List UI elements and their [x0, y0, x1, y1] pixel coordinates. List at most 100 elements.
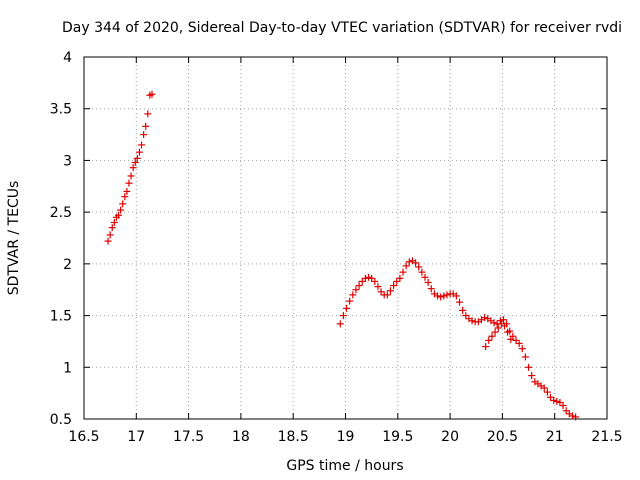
- x-tick-label: 18.5: [278, 429, 309, 445]
- data-point: [131, 158, 139, 166]
- data-point: [468, 317, 476, 325]
- x-tick-label: 16.5: [68, 429, 99, 445]
- data-point: [412, 259, 420, 267]
- data-point: [117, 206, 125, 214]
- data-point: [456, 298, 464, 306]
- data-point: [494, 324, 502, 332]
- data-point: [437, 293, 445, 301]
- x-tick-label: 20: [441, 429, 459, 445]
- y-tick-label: 1.5: [50, 309, 72, 325]
- y-tick-label: 4: [63, 50, 72, 66]
- data-point: [365, 273, 373, 281]
- data-point: [104, 237, 112, 245]
- data-point: [499, 316, 507, 324]
- data-point: [553, 397, 561, 405]
- chart-title: Day 344 of 2020, Sidereal Day-to-day VTE…: [62, 20, 622, 36]
- data-point: [383, 291, 391, 299]
- data-point: [371, 277, 379, 285]
- data-point: [352, 286, 360, 294]
- data-point: [123, 187, 131, 195]
- data-point: [144, 110, 152, 118]
- axis-ticks: 16.5 17 17.5 18 18.5 19 19.5 20 20.5 21 21.5 0.5 1 1.…: [50, 50, 623, 445]
- data-point: [481, 314, 489, 322]
- data-point: [507, 335, 515, 343]
- data-point: [518, 345, 526, 353]
- data-point: [148, 90, 156, 98]
- data-point: [421, 273, 429, 281]
- x-tick-label: 17: [127, 429, 145, 445]
- data-point: [129, 164, 137, 172]
- data-point: [462, 312, 470, 320]
- data-point: [339, 312, 347, 320]
- data-point: [521, 353, 529, 361]
- data-point: [540, 384, 548, 392]
- data-point: [568, 412, 576, 420]
- data-point: [525, 363, 533, 371]
- x-tick-label: 19: [337, 429, 355, 445]
- data-point: [500, 322, 508, 330]
- data-point: [355, 282, 363, 290]
- data-point: [361, 274, 369, 282]
- data-point: [424, 278, 432, 286]
- data-point: [346, 297, 354, 305]
- data-point: [547, 393, 555, 401]
- data-point: [559, 402, 567, 410]
- data-point: [418, 268, 426, 276]
- y-tick-label: 3: [63, 153, 72, 169]
- data-point: [393, 277, 401, 285]
- data-point: [443, 291, 451, 299]
- data-point: [459, 306, 467, 314]
- data-point: [125, 179, 133, 187]
- data-point: [368, 274, 376, 282]
- data-point: [482, 343, 490, 351]
- data-point: [106, 231, 114, 239]
- data-point: [562, 407, 570, 415]
- data-point: [434, 292, 442, 300]
- data-point: [491, 328, 499, 336]
- data-point: [374, 283, 382, 291]
- data-point: [115, 211, 123, 219]
- data-point: [110, 218, 118, 226]
- y-tick-label: 1: [63, 360, 72, 376]
- data-point: [415, 263, 423, 271]
- data-point: [140, 131, 148, 139]
- x-tick-label: 21: [546, 429, 564, 445]
- grid: [84, 57, 607, 419]
- data-point: [108, 224, 116, 232]
- data-point: [485, 336, 493, 344]
- data-point: [496, 317, 504, 325]
- x-tick-label: 19.5: [382, 429, 413, 445]
- data-point: [399, 268, 407, 276]
- data-point: [504, 328, 512, 336]
- data-point: [138, 141, 146, 149]
- data-point: [396, 274, 404, 282]
- y-tick-label: 0.5: [50, 412, 72, 428]
- data-point: [343, 304, 351, 312]
- data-point: [119, 200, 127, 208]
- data-point: [121, 193, 129, 201]
- data-point: [440, 292, 448, 300]
- data-points: [104, 90, 580, 421]
- data-point: [452, 292, 460, 300]
- data-point: [127, 172, 135, 180]
- x-tick-label: 17.5: [173, 429, 204, 445]
- data-point: [405, 258, 413, 266]
- data-point: [515, 339, 523, 347]
- data-point: [402, 262, 410, 270]
- data-point: [550, 396, 558, 404]
- data-point: [336, 320, 344, 328]
- data-point: [488, 332, 496, 340]
- data-point: [135, 148, 143, 156]
- data-point: [427, 285, 435, 293]
- data-point: [528, 372, 536, 380]
- data-point: [377, 288, 385, 296]
- x-axis-label: GPS time / hours: [286, 458, 403, 474]
- data-point: [490, 319, 498, 327]
- data-point: [512, 336, 520, 344]
- x-tick-label: 21.5: [591, 429, 622, 445]
- data-point: [386, 287, 394, 295]
- x-tick-label: 20.5: [487, 429, 518, 445]
- data-point: [543, 388, 551, 396]
- y-tick-label: 2.5: [50, 205, 72, 221]
